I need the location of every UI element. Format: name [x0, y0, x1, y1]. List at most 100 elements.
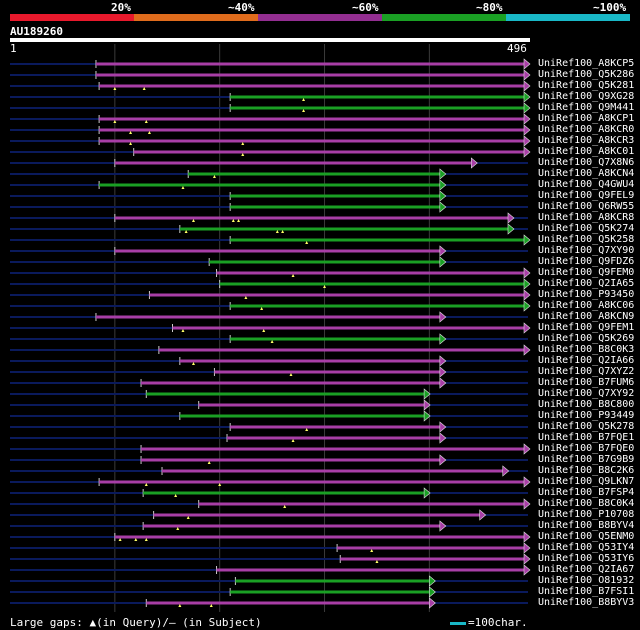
query-gap-marker-icon: [129, 131, 133, 134]
hit-link-uniref100-q7xyz2[interactable]: UniRef100_Q7XYZ2: [538, 366, 635, 377]
hit-arrow-icon: [523, 344, 531, 356]
hit-link-uniref100-b7fsp4[interactable]: UniRef100_B7FSP4: [538, 487, 635, 498]
query-gap-marker-icon: [281, 230, 285, 233]
query-gap-marker-icon: [178, 604, 182, 607]
hit-link-uniref100-q9xg28[interactable]: UniRef100_Q9XG28: [538, 91, 635, 102]
hit-link-uniref100-b8byv4[interactable]: UniRef100_B8BYV4: [538, 520, 635, 531]
hit-link-uniref100-q5k258[interactable]: UniRef100_Q5K258: [538, 234, 635, 245]
hit-link-uniref100-a8kcr0[interactable]: UniRef100_A8KCR0: [538, 124, 635, 135]
query-gap-marker-icon: [291, 274, 295, 277]
hit-link-uniref100-q2ia67[interactable]: UniRef100_Q2IA67: [538, 564, 635, 575]
hit-link-uniref100-b7fum6[interactable]: UniRef100_B7FUM6: [538, 377, 635, 388]
hit-link-uniref100-q9lkn7[interactable]: UniRef100_Q9LKN7: [538, 476, 635, 487]
hit-link-uniref100-b8c0k4[interactable]: UniRef100_B8C0K4: [538, 498, 635, 509]
hit-arrow-icon: [439, 454, 447, 466]
query-gap-marker-icon: [305, 428, 309, 431]
hit-link-uniref100-q9fem1[interactable]: UniRef100_Q9FEM1: [538, 322, 635, 333]
query-gap-marker-icon: [191, 219, 195, 222]
query-gap-marker-icon: [191, 362, 195, 365]
hit-arrow-icon: [523, 102, 531, 114]
hit-arrow-icon: [507, 223, 515, 235]
hit-link-uniref100-q5k269[interactable]: UniRef100_Q5K269: [538, 333, 635, 344]
hit-link-uniref100-q9fem0[interactable]: UniRef100_Q9FEM0: [538, 267, 635, 278]
hit-link-uniref100-q9m441[interactable]: UniRef100_Q9M441: [538, 102, 635, 113]
hit-arrow-icon: [423, 399, 431, 411]
hit-link-uniref100-p10708[interactable]: UniRef100_P10708: [538, 509, 635, 520]
hit-link-uniref100-b8byv3[interactable]: UniRef100_B8BYV3: [538, 597, 635, 608]
hit-link-uniref100-q53iy6[interactable]: UniRef100_Q53IY6: [538, 553, 635, 564]
hit-link-uniref100-q7x8n6[interactable]: UniRef100_Q7X8N6: [538, 157, 635, 168]
query-gap-marker-icon: [134, 538, 138, 541]
hit-link-uniref100-q7xy92[interactable]: UniRef100_Q7XY92: [538, 388, 635, 399]
hit-arrow-icon: [439, 520, 447, 532]
hit-arrow-icon: [523, 113, 531, 125]
hit-link-uniref100-b8c0k3[interactable]: UniRef100_B8C0K3: [538, 344, 635, 355]
legend-segment-1: [10, 14, 134, 21]
hit-link-uniref100-q6rw55[interactable]: UniRef100_Q6RW55: [538, 201, 635, 212]
query-gap-marker-icon: [113, 87, 117, 90]
hit-arrow-icon: [523, 80, 531, 92]
hit-arrow-icon: [439, 355, 447, 367]
hit-link-uniref100-q7xy90[interactable]: UniRef100_Q7XY90: [538, 245, 635, 256]
hit-link-uniref100-p93450[interactable]: UniRef100_P93450: [538, 289, 635, 300]
legend-segment-5: [506, 14, 630, 21]
hit-link-uniref100-b7fqe1[interactable]: UniRef100_B7FQE1: [538, 432, 635, 443]
hit-arrow-icon: [439, 377, 447, 389]
hit-link-uniref100-q5enm0[interactable]: UniRef100_Q5ENM0: [538, 531, 635, 542]
hit-arrow-icon: [523, 146, 531, 158]
hit-link-uniref100-a8kcr3[interactable]: UniRef100_A8KCR3: [538, 135, 635, 146]
hit-link-uniref100-a8kc06[interactable]: UniRef100_A8KC06: [538, 300, 635, 311]
hit-link-uniref100-q9fdz6[interactable]: UniRef100_Q9FDZ6: [538, 256, 635, 267]
query-gap-marker-icon: [241, 153, 245, 156]
hit-arrow-icon: [439, 190, 447, 202]
hit-link-uniref100-q9fel9[interactable]: UniRef100_Q9FEL9: [538, 190, 635, 201]
hit-arrow-icon: [439, 201, 447, 213]
query-gap-marker-icon: [305, 241, 309, 244]
hit-link-uniref100-a8kcp1[interactable]: UniRef100_A8KCP1: [538, 113, 635, 124]
scale-legend: =100char.: [450, 616, 528, 629]
hit-arrow-icon: [523, 58, 531, 70]
hit-link-uniref100-b8c800[interactable]: UniRef100_B8C800: [538, 399, 635, 410]
hit-link-uniref100-b7fsi1[interactable]: UniRef100_B7FSI1: [538, 586, 635, 597]
hit-arrow-icon: [523, 124, 531, 136]
hit-arrow-icon: [523, 498, 531, 510]
hit-arrow-icon: [523, 476, 531, 488]
hit-link-uniref100-a8kcn9[interactable]: UniRef100_A8KCN9: [538, 311, 635, 322]
hit-link-uniref100-b7fqe0[interactable]: UniRef100_B7FQE0: [538, 443, 635, 454]
query-gap-marker-icon: [231, 219, 235, 222]
hit-arrow-icon: [439, 366, 447, 378]
query-gap-marker-icon: [207, 461, 211, 464]
hit-arrow-icon: [523, 289, 531, 301]
hit-link-uniref100-a8kcr8[interactable]: UniRef100_A8KCR8: [538, 212, 635, 223]
hit-arrow-icon: [523, 91, 531, 103]
scale-line-icon: [450, 621, 466, 625]
hit-arrow-icon: [439, 179, 447, 191]
query-gap-marker-icon: [270, 340, 274, 343]
query-gap-marker-icon: [181, 329, 185, 332]
query-gap-marker-icon: [302, 109, 306, 112]
hit-arrow-icon: [439, 256, 447, 268]
hit-arrow-icon: [523, 542, 531, 554]
hit-arrow-icon: [523, 278, 531, 290]
hit-link-uniref100-a8kcp5[interactable]: UniRef100_A8KCP5: [538, 58, 635, 69]
hit-arrow-icon: [507, 212, 515, 224]
hit-link-uniref100-b8c2k6[interactable]: UniRef100_B8C2K6: [538, 465, 635, 476]
hit-link-uniref100-b7g9b9[interactable]: UniRef100_B7G9B9: [538, 454, 635, 465]
hit-link-uniref100-q53iy4[interactable]: UniRef100_Q53IY4: [538, 542, 635, 553]
query-gap-marker-icon: [323, 285, 327, 288]
hit-link-uniref100-a8kcn4[interactable]: UniRef100_A8KCN4: [538, 168, 635, 179]
hit-arrow-icon: [429, 586, 436, 598]
hit-link-uniref100-o81932[interactable]: UniRef100_O81932: [538, 575, 635, 586]
hit-link-uniref100-q5k274[interactable]: UniRef100_Q5K274: [538, 223, 635, 234]
hit-link-uniref100-p93449[interactable]: UniRef100_P93449: [538, 410, 635, 421]
hit-link-uniref100-a8kc01[interactable]: UniRef100_A8KC01: [538, 146, 635, 157]
hit-arrow-icon: [423, 487, 431, 499]
hit-link-uniref100-q5k281[interactable]: UniRef100_Q5K281: [538, 80, 635, 91]
query-gap-marker-icon: [184, 230, 188, 233]
query-gap-marker-icon: [118, 538, 122, 541]
hit-link-uniref100-q5k286[interactable]: UniRef100_Q5K286: [538, 69, 635, 80]
hit-link-uniref100-q5k278[interactable]: UniRef100_Q5K278: [538, 421, 635, 432]
hit-link-uniref100-q2ia65[interactable]: UniRef100_Q2IA65: [538, 278, 635, 289]
hit-link-uniref100-q4gwu4[interactable]: UniRef100_Q4GWU4: [538, 179, 635, 190]
hit-link-uniref100-q2ia66[interactable]: UniRef100_Q2IA66: [538, 355, 635, 366]
